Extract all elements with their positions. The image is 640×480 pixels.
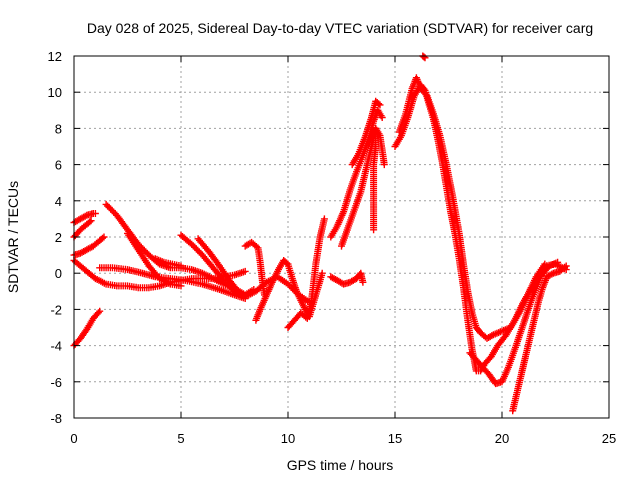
series-sat-track-V [419, 52, 429, 62]
data-point-markers [509, 262, 570, 415]
series-sat-track-R [370, 124, 380, 234]
series-sat-track-N [284, 215, 328, 331]
data-point-markers [327, 106, 386, 241]
chart-title: Day 028 of 2025, Sidereal Day-to-day VTE… [87, 20, 593, 36]
series-sat-track-I [151, 255, 185, 270]
x-tick-label: 20 [495, 431, 509, 446]
y-tick-label: -4 [50, 339, 62, 354]
data-points [70, 52, 570, 415]
y-axis-label: SDTVAR / TECUs [5, 181, 21, 293]
data-point-markers [194, 235, 258, 299]
series-sat-track-S [327, 269, 367, 288]
x-tick-label: 25 [602, 431, 616, 446]
series-sat-track-L [241, 238, 268, 299]
y-tick-label: 8 [55, 121, 62, 136]
series-sat-track-K [194, 235, 258, 299]
series-sat-track-W [466, 258, 562, 388]
x-tick-label: 5 [177, 431, 184, 446]
series-sat-track-Q [348, 97, 384, 169]
data-point-markers [348, 97, 384, 169]
data-point-markers [466, 258, 562, 388]
series-sat-track-O [327, 106, 386, 241]
data-point-markers [395, 74, 549, 342]
y-tick-label: 4 [55, 194, 62, 209]
data-point-markers [241, 238, 268, 299]
y-tick-label: 10 [48, 85, 62, 100]
x-tick-label: 0 [70, 431, 77, 446]
series-sat-track-X [509, 262, 570, 415]
data-point-markers [70, 307, 104, 350]
y-tick-label: 2 [55, 230, 62, 245]
y-tick-label: -6 [50, 375, 62, 390]
series-sat-track-U [395, 74, 549, 342]
x-tick-label: 10 [281, 431, 295, 446]
series-sat-track-D [70, 307, 104, 350]
data-point-markers [327, 269, 367, 288]
y-tick-label: 0 [55, 266, 62, 281]
series-sat-track-H [96, 264, 249, 302]
y-tick-label: 12 [48, 49, 62, 64]
grid-lines [74, 56, 609, 418]
data-point-markers [370, 124, 380, 234]
data-point-markers [151, 255, 185, 270]
x-tick-label: 15 [388, 431, 402, 446]
x-axis-label: GPS time / hours [287, 457, 394, 473]
data-point-markers [419, 52, 429, 62]
data-point-markers [284, 215, 328, 331]
y-tick-label: -2 [50, 302, 62, 317]
y-tick-label: 6 [55, 158, 62, 173]
y-tick-label: -8 [50, 411, 62, 426]
data-point-markers [96, 264, 249, 302]
axis-ticks: 0 5 10 15 20 25 -8 -6 -4 -2 0 2 4 6 8 10 12 [48, 49, 617, 446]
